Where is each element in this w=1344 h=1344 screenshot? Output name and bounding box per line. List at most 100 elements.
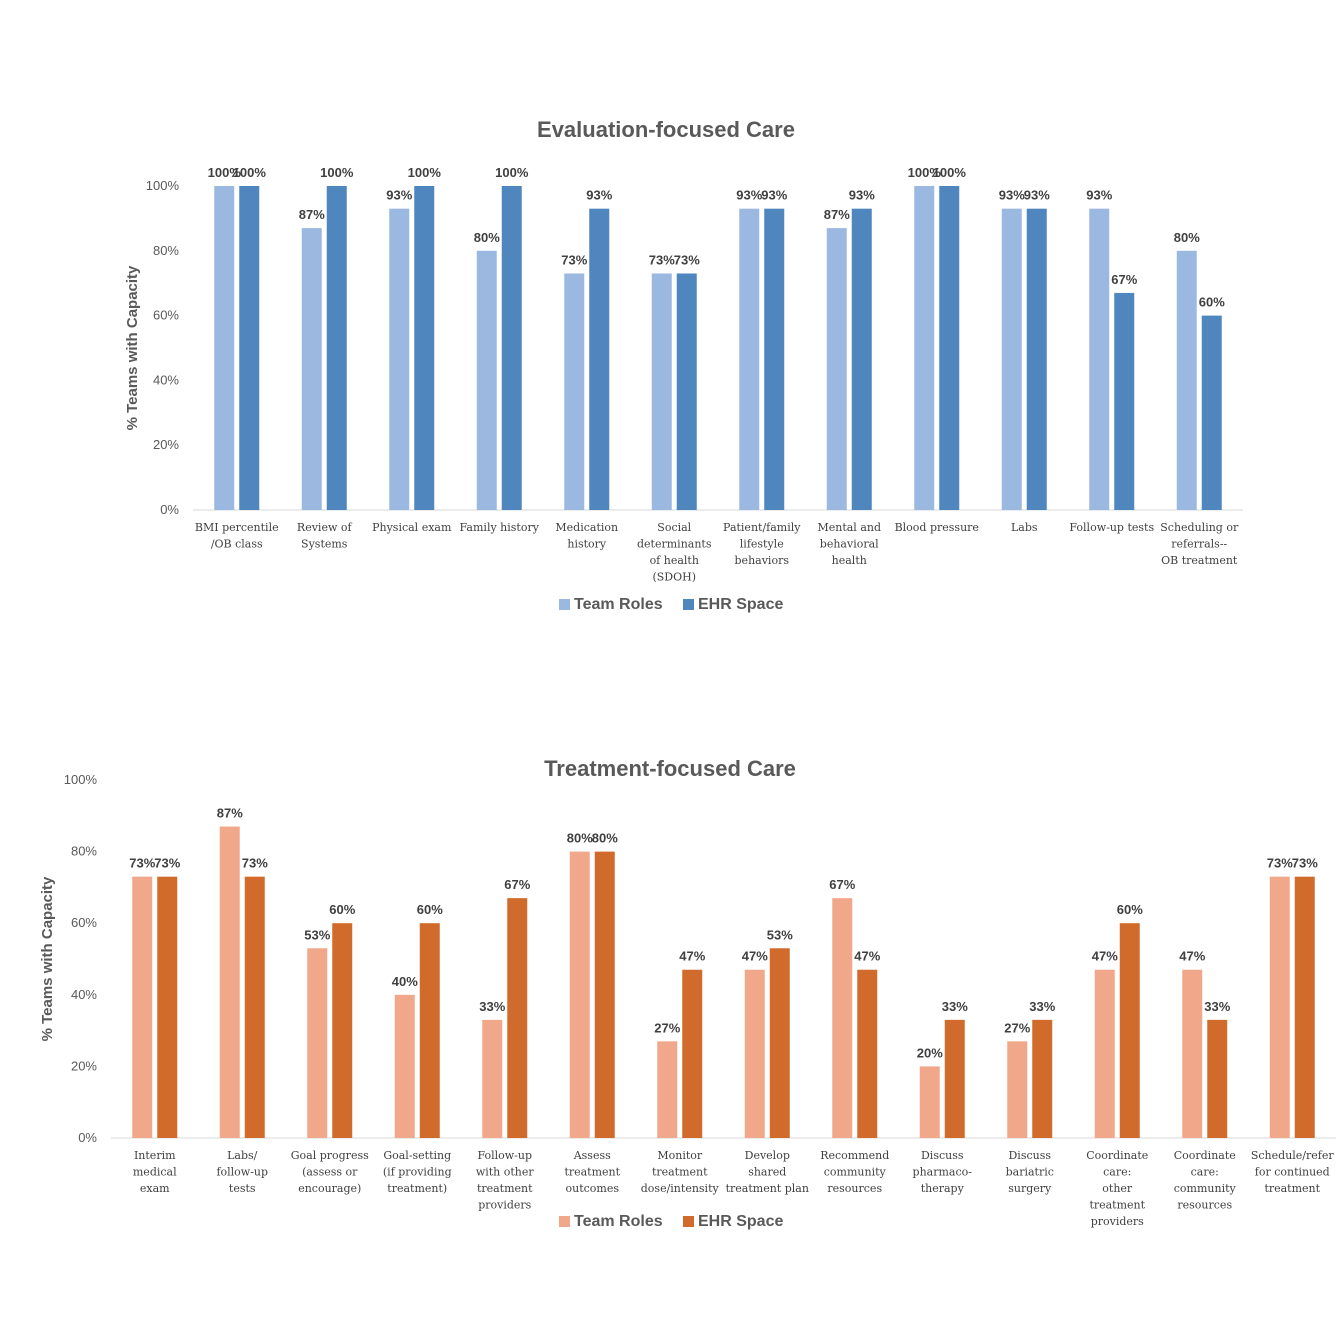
data-label: 73% (1267, 856, 1293, 871)
legend-swatch (559, 599, 570, 610)
bar (826, 228, 847, 510)
x-tick-label: Social determinants of health (SDOH) (637, 521, 712, 584)
bar (651, 273, 672, 510)
x-tick-label: Goal progress (assess or encourage) (291, 1149, 369, 1195)
x-tick-label: Recommend community resources (820, 1149, 889, 1195)
bar (569, 851, 590, 1138)
x-tick-label: Interim medical exam (133, 1149, 177, 1195)
x-tick-label: Monitor treatment dose/intensity (641, 1149, 720, 1195)
bar (1119, 923, 1140, 1138)
x-tick-label: Scheduling or referrals--OB treatment (1160, 521, 1239, 567)
y-tick-label: 80% (153, 243, 179, 258)
bar (214, 186, 235, 510)
bar (1182, 969, 1203, 1138)
data-label: 33% (942, 999, 968, 1014)
x-tick-label: Mental and behavioral health (817, 521, 881, 567)
x-tick-label: Review of Systems (297, 521, 353, 551)
y-tick-label: 20% (153, 437, 179, 452)
bar (832, 898, 853, 1138)
data-label: 80% (567, 831, 593, 846)
data-label: 73% (561, 252, 587, 267)
bar (482, 1019, 503, 1138)
x-tick-label: Schedule/refer for continued treatment (1251, 1149, 1334, 1195)
x-tick-label: Discuss bariatric surgery (1006, 1149, 1054, 1195)
x-tick-label: Discuss pharmaco-therapy (913, 1149, 973, 1195)
data-label: 27% (1004, 1020, 1030, 1035)
x-tick-label: BMI percentile/OB class (195, 521, 279, 551)
chart-title: Treatment-focused Care (544, 756, 796, 781)
data-label: 47% (854, 949, 880, 964)
bar (857, 969, 878, 1138)
bar (1001, 208, 1022, 510)
data-label: 93% (1086, 188, 1112, 203)
bar (219, 826, 240, 1138)
data-label: 47% (1179, 949, 1205, 964)
bar (132, 876, 153, 1138)
bar (1094, 969, 1115, 1138)
y-tick-label: 100% (64, 772, 98, 787)
x-tick-label: Develop shared treatment plan (726, 1149, 809, 1195)
x-tick-label: Coordinate care: community resources (1174, 1149, 1237, 1212)
data-label: 87% (824, 207, 850, 222)
bar (1007, 1041, 1028, 1138)
x-tick-label: Labs/follow-up tests (216, 1149, 268, 1195)
data-label: 60% (417, 902, 443, 917)
bar (389, 208, 410, 510)
bar (939, 186, 960, 510)
data-label: 93% (386, 188, 412, 203)
data-label: 93% (761, 188, 787, 203)
chart-title: Evaluation-focused Care (537, 117, 795, 142)
bar (744, 969, 765, 1138)
y-tick-label: 40% (71, 987, 97, 1002)
bar (307, 948, 328, 1138)
bar (301, 228, 322, 510)
x-tick-label: Goal-setting (if providing treatment) (383, 1149, 452, 1195)
data-label: 67% (1111, 272, 1137, 287)
data-label: 60% (1117, 902, 1143, 917)
bar (414, 186, 435, 510)
y-tick-label: 40% (153, 372, 179, 387)
x-tick-label: Coordinate care: other treatment providers (1086, 1149, 1148, 1228)
data-label: 73% (674, 252, 700, 267)
bar (676, 273, 697, 510)
bar (1114, 292, 1135, 510)
data-label: 87% (299, 207, 325, 222)
data-label: 93% (999, 188, 1025, 203)
x-tick-label: Blood pressure (895, 521, 979, 534)
data-label: 40% (392, 974, 418, 989)
data-label: 53% (304, 927, 330, 942)
legend-swatch (683, 599, 694, 610)
bar (1032, 1019, 1053, 1138)
data-label: 93% (586, 188, 612, 203)
bar (239, 186, 260, 510)
data-label: 100% (933, 165, 967, 180)
data-label: 100% (908, 165, 942, 180)
bar (332, 923, 353, 1138)
data-label: 53% (767, 927, 793, 942)
y-axis-label: % Teams with Capacity (39, 876, 56, 1041)
x-tick-label: Medication history (555, 521, 618, 551)
bar (501, 186, 522, 510)
data-label: 33% (1029, 999, 1055, 1014)
bar (157, 876, 178, 1138)
data-label: 47% (1092, 949, 1118, 964)
legend-label: Team Roles (574, 1213, 663, 1230)
bar (507, 898, 528, 1138)
bar (589, 208, 610, 510)
bar (769, 948, 790, 1138)
x-tick-label: Follow-up tests (1069, 521, 1154, 534)
data-label: 60% (1199, 295, 1225, 310)
legend-swatch (559, 1216, 570, 1227)
bar (682, 969, 703, 1138)
data-label: 73% (649, 252, 675, 267)
bar (739, 208, 760, 510)
data-label: 80% (474, 230, 500, 245)
bar (1176, 250, 1197, 511)
bar (914, 186, 935, 510)
bar (1089, 208, 1110, 510)
y-tick-label: 20% (71, 1058, 97, 1073)
x-tick-label: Assess treatment outcomes (564, 1149, 620, 1195)
data-label: 100% (320, 165, 354, 180)
data-label: 80% (1174, 230, 1200, 245)
bar (419, 923, 440, 1138)
